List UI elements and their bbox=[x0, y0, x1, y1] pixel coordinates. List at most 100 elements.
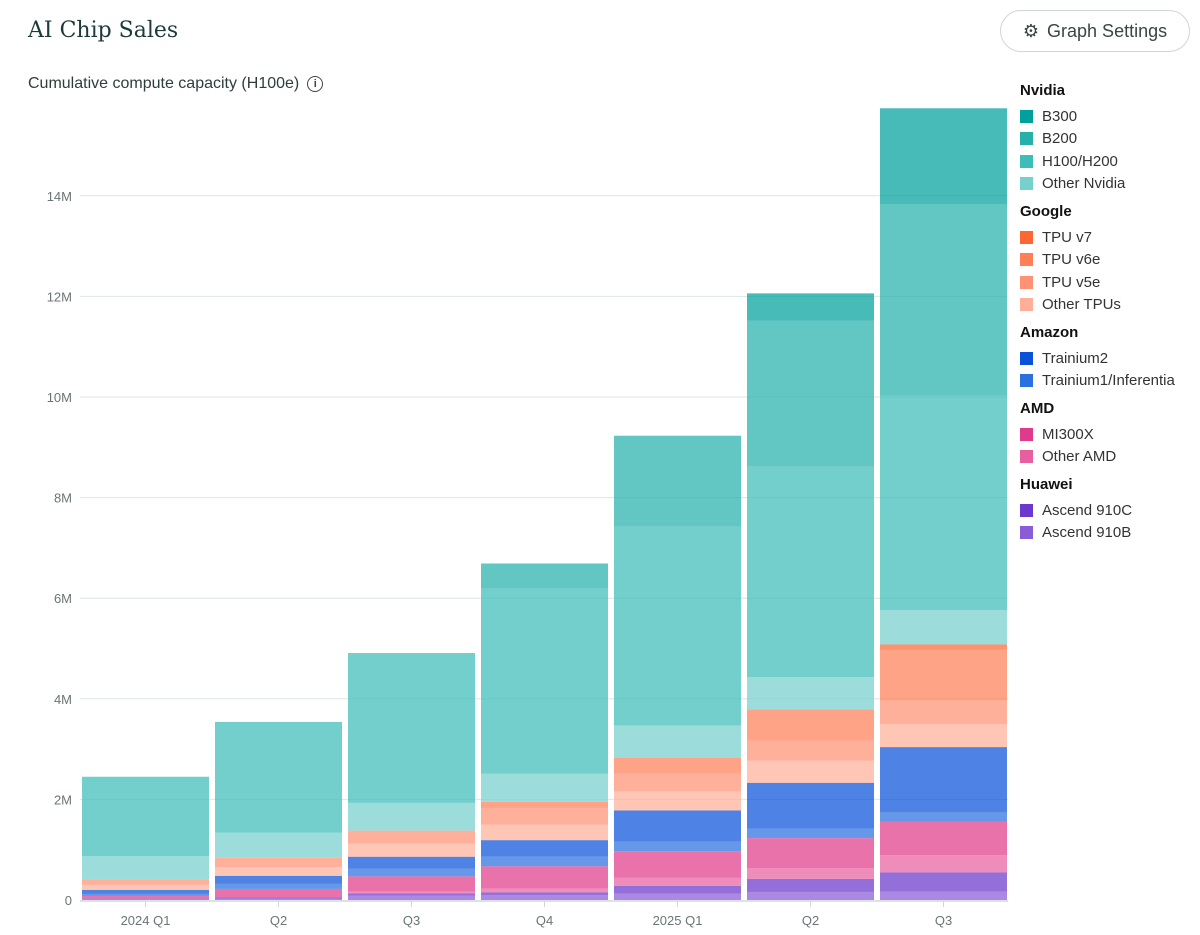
bar-segment-ascend-910c bbox=[614, 885, 741, 894]
legend-swatch bbox=[1020, 253, 1033, 267]
legend-group-title: Google bbox=[1020, 203, 1072, 220]
legend-item[interactable]: H100/H200 bbox=[1020, 150, 1175, 173]
legend-label: TPU v6e bbox=[1042, 251, 1101, 269]
y-tick-label: 8M bbox=[54, 491, 72, 506]
x-tick-label: Q3 bbox=[935, 913, 952, 928]
bar-segment-ascend-910c bbox=[348, 893, 475, 896]
info-icon[interactable]: i bbox=[307, 76, 324, 92]
legend-label: Other AMD bbox=[1042, 448, 1117, 466]
bar-segment-other-tpus bbox=[747, 760, 874, 783]
bar-segment-mi300x bbox=[82, 895, 209, 898]
legend-swatch bbox=[1020, 526, 1033, 540]
y-tick-label: 10M bbox=[47, 390, 72, 405]
legend-label: TPU v5e bbox=[1042, 273, 1101, 291]
legend-item[interactable]: Trainium2 bbox=[1020, 347, 1175, 370]
page-title: AI Chip Sales bbox=[28, 18, 179, 43]
x-tick-label: Q2 bbox=[802, 913, 819, 928]
legend-swatch bbox=[1020, 298, 1033, 312]
legend-swatch bbox=[1020, 154, 1033, 168]
x-tick-label: Q4 bbox=[536, 913, 553, 928]
bar-segment-ascend-910b bbox=[614, 893, 741, 900]
bar-segment-trainium1-inferentia bbox=[747, 828, 874, 839]
legend-label: B300 bbox=[1042, 107, 1078, 125]
bar-segment-other-amd bbox=[747, 868, 874, 879]
bar-segment-b300 bbox=[747, 293, 874, 321]
graph-settings-label: Graph Settings bbox=[1047, 20, 1168, 41]
bar-segment-b200 bbox=[614, 435, 741, 527]
legend-item[interactable]: Other AMD bbox=[1020, 446, 1175, 469]
bar-segment-mi300x bbox=[481, 866, 608, 889]
bar-segment-tpu-v6e bbox=[614, 757, 741, 774]
y-tick-label: 0 bbox=[65, 893, 72, 908]
x-tick-label: Q3 bbox=[403, 913, 420, 928]
legend-item[interactable]: Other TPUs bbox=[1020, 294, 1175, 317]
bar-segment-other-nvidia bbox=[481, 773, 608, 802]
bar-segment-tpu-v5e bbox=[82, 879, 209, 885]
bar-segment-other-nvidia bbox=[747, 677, 874, 710]
legend-group: Google TPU v7 TPU v6e TPU v5e Other TPUs bbox=[1020, 203, 1175, 316]
legend-group: Nvidia B300 B200 H100/H200 Other Nvidia bbox=[1020, 82, 1175, 195]
bar-segment-h100-h200 bbox=[348, 653, 475, 803]
bar-segment-other-amd bbox=[348, 891, 475, 894]
bar-segment-other-amd bbox=[880, 855, 1007, 873]
bar-segment-b200 bbox=[880, 204, 1007, 396]
bar-segment-mi300x bbox=[880, 821, 1007, 856]
y-axis-label-text: Cumulative compute capacity (H100e) bbox=[28, 75, 300, 92]
bar-segment-other-nvidia bbox=[82, 856, 209, 880]
bar-segment-other-tpus bbox=[215, 867, 342, 876]
legend-group-title: AMD bbox=[1020, 400, 1055, 417]
bar-segment-ascend-910b bbox=[880, 891, 1007, 900]
bar-segment-trainium2 bbox=[348, 856, 475, 869]
bar-segment-ascend-910c bbox=[880, 872, 1007, 892]
bar-segment-other-tpus bbox=[880, 723, 1007, 748]
bar-segment-trainium2 bbox=[215, 875, 342, 884]
legend-item[interactable]: Ascend 910B bbox=[1020, 522, 1175, 545]
y-tick-label: 6M bbox=[54, 591, 72, 606]
stacked-bar-chart: 0 2M 4M 6M 8M 10M 12M 14M 2024 Q1 Q2 Q3 Q4 2025 Q1 Q2… bbox=[47, 108, 1008, 928]
legend-label: Ascend 910C bbox=[1042, 501, 1133, 519]
bar-segment-ascend-910c bbox=[747, 878, 874, 892]
legend-swatch bbox=[1020, 427, 1033, 441]
legend-swatch bbox=[1020, 374, 1033, 388]
legend-group: Amazon Trainium2 Trainium1/Inferentia bbox=[1020, 324, 1175, 392]
legend-item[interactable]: B200 bbox=[1020, 128, 1175, 151]
bar-segment-trainium1-inferentia bbox=[348, 868, 475, 877]
bar-segment-trainium2 bbox=[481, 840, 608, 857]
bar-segment-tpu-v5e bbox=[215, 857, 342, 868]
legend-label: B200 bbox=[1042, 130, 1078, 148]
bar-segment-other-nvidia bbox=[880, 610, 1007, 645]
bar-segment-other-nvidia bbox=[348, 802, 475, 831]
bar-segment-mi300x bbox=[747, 838, 874, 869]
bar-segment-other-amd bbox=[82, 897, 209, 899]
legend-swatch bbox=[1020, 177, 1033, 191]
legend-swatch bbox=[1020, 275, 1033, 289]
bar-segment-tpu-v5e bbox=[880, 700, 1007, 724]
bar-segment-tpu-v6e bbox=[747, 709, 874, 741]
bar-segment-mi300x bbox=[215, 888, 342, 898]
bar-segment-other-tpus bbox=[614, 791, 741, 811]
legend-item[interactable]: Other Nvidia bbox=[1020, 173, 1175, 196]
legend-item[interactable]: Ascend 910C bbox=[1020, 499, 1175, 522]
legend-item[interactable]: MI300X bbox=[1020, 423, 1175, 446]
legend-item[interactable]: Trainium1/Inferentia bbox=[1020, 370, 1175, 393]
bar-segment-ascend-910b bbox=[348, 895, 475, 900]
bar-segment-ascend-910b bbox=[481, 894, 608, 900]
bar-segment-b300 bbox=[880, 108, 1007, 205]
legend-item[interactable]: TPU v6e bbox=[1020, 249, 1175, 272]
legend-label: TPU v7 bbox=[1042, 228, 1093, 246]
legend-swatch bbox=[1020, 109, 1033, 123]
bar-segment-h100-h200 bbox=[614, 526, 741, 726]
legend-item[interactable]: TPU v7 bbox=[1020, 226, 1175, 249]
bar-segment-ascend-910c bbox=[215, 897, 342, 899]
legend-label: Other TPUs bbox=[1042, 296, 1121, 314]
bar-segment-other-tpus bbox=[348, 843, 475, 857]
bar-segment-trainium1-inferentia bbox=[82, 893, 209, 896]
graph-settings-button[interactable]: ⚙ Graph Settings bbox=[1000, 10, 1190, 52]
bar-segment-trainium2 bbox=[82, 889, 209, 894]
legend-item[interactable]: B300 bbox=[1020, 105, 1175, 128]
legend-item[interactable]: TPU v5e bbox=[1020, 271, 1175, 294]
y-axis-label: Cumulative compute capacity (H100e) i bbox=[28, 75, 324, 93]
bar-segment-tpu-v5e bbox=[348, 830, 475, 844]
bar-segment-h100-h200 bbox=[880, 395, 1007, 611]
legend-label: Other Nvidia bbox=[1042, 175, 1126, 193]
